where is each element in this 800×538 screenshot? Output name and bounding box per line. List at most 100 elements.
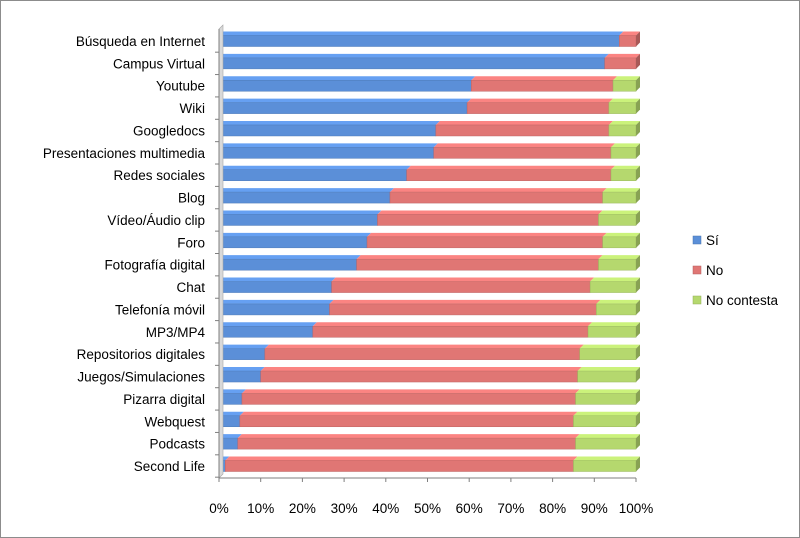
bar-segment-no-contesta bbox=[596, 303, 637, 316]
bar-segment-top bbox=[610, 165, 640, 170]
category-label: Wiki bbox=[180, 101, 206, 116]
axes-layer bbox=[215, 24, 637, 482]
bar-segment-sí bbox=[218, 281, 332, 293]
category-label: Second Life bbox=[134, 459, 205, 474]
bar-segment-top bbox=[573, 411, 640, 416]
bars-layer bbox=[218, 31, 640, 472]
bar-segment-sí bbox=[218, 303, 330, 316]
bar-segment-top bbox=[219, 120, 440, 125]
bar-row bbox=[218, 344, 640, 360]
x-tick-label: 40% bbox=[372, 501, 399, 516]
x-tick-label: 80% bbox=[539, 501, 566, 516]
bar-segment-no-contesta bbox=[610, 169, 637, 181]
bar-segment-no bbox=[466, 102, 610, 114]
bar-segment-no-contesta bbox=[577, 370, 637, 383]
bar-segment-side bbox=[636, 299, 640, 315]
category-label: Telefonía móvil bbox=[115, 302, 205, 317]
legend: Sí No No contesta bbox=[692, 233, 779, 308]
bar-segment-top bbox=[406, 165, 615, 170]
bar-segment-side bbox=[636, 411, 640, 427]
bar-row bbox=[218, 277, 640, 293]
bar-segment-top bbox=[219, 411, 244, 416]
category-label: Youtube bbox=[156, 79, 205, 94]
x-tick-label: 10% bbox=[247, 501, 274, 516]
bar-segment-no bbox=[619, 35, 637, 47]
bar-segment-no bbox=[241, 393, 576, 405]
category-label: Repositorios digitales bbox=[77, 347, 206, 362]
bar-segment-side bbox=[636, 98, 640, 114]
bar-row bbox=[218, 31, 640, 47]
bar-row bbox=[218, 434, 640, 450]
bar-segment-sí bbox=[218, 147, 435, 159]
legend-swatch bbox=[692, 265, 702, 275]
bar-row bbox=[218, 389, 640, 405]
bar-segment-top bbox=[219, 188, 394, 193]
bar-segment-no bbox=[329, 303, 597, 316]
bar-segment-no bbox=[356, 258, 599, 271]
bar-segment-side bbox=[636, 277, 640, 293]
bar-segment-no-contesta bbox=[587, 326, 637, 338]
bar-segment-no-contesta bbox=[602, 236, 637, 249]
bar-row bbox=[218, 411, 640, 428]
bar-segment-top bbox=[219, 299, 334, 304]
bar-segment-top bbox=[219, 98, 472, 103]
bar-row bbox=[218, 232, 640, 249]
bar-segment-top bbox=[575, 434, 640, 439]
bar-segment-top bbox=[598, 210, 640, 215]
bar-segment-top bbox=[225, 456, 578, 461]
bar-segment-top bbox=[219, 53, 609, 58]
bar-segment-no bbox=[264, 348, 580, 360]
bar-segment-no-contesta bbox=[579, 348, 637, 360]
bar-segment-no-contesta bbox=[573, 460, 637, 472]
bar-segment-sí bbox=[218, 79, 472, 92]
bar-segment-sí bbox=[218, 370, 261, 383]
category-label: Podcasts bbox=[149, 437, 205, 452]
bar-segment-no-contesta bbox=[608, 124, 637, 137]
bar-segment-no bbox=[389, 191, 603, 204]
bar-row bbox=[218, 165, 640, 181]
bar-segment-top bbox=[219, 31, 624, 36]
bar-segment-top bbox=[377, 210, 603, 215]
bar-segment-top bbox=[573, 456, 640, 461]
bar-segment-no bbox=[260, 370, 578, 383]
bar-segment-no bbox=[225, 460, 574, 472]
bar-row bbox=[218, 143, 640, 159]
category-label: Búsqueda en Internet bbox=[76, 34, 205, 49]
bar-segment-no-contesta bbox=[610, 147, 637, 159]
bar-segment-side bbox=[636, 232, 640, 248]
bar-segment-side bbox=[636, 456, 640, 472]
bar-segment-side bbox=[636, 120, 640, 136]
bar-segment-no-contesta bbox=[589, 281, 637, 293]
bar-segment-top bbox=[575, 389, 640, 394]
bar-segment-no bbox=[366, 236, 603, 249]
bar-row bbox=[218, 98, 640, 114]
x-tick-label: 90% bbox=[581, 501, 608, 516]
bar-row bbox=[218, 188, 640, 204]
category-label: Juegos/Simulaciones bbox=[77, 370, 205, 385]
bar-segment-top bbox=[467, 98, 613, 103]
bar-segment-side bbox=[636, 367, 640, 383]
bar-segment-sí bbox=[218, 236, 368, 249]
bar-segment-top bbox=[367, 232, 607, 237]
bar-segment-top bbox=[219, 434, 242, 439]
bar-segment-top bbox=[579, 344, 640, 349]
bar-segment-side bbox=[636, 322, 640, 338]
bar-segment-side bbox=[636, 53, 640, 69]
bar-segment-no bbox=[312, 326, 589, 338]
bar-segment-no-contesta bbox=[598, 214, 637, 226]
bar-row bbox=[218, 456, 640, 472]
category-label: Campus Virtual bbox=[113, 56, 205, 71]
bar-segment-top bbox=[619, 31, 640, 36]
category-label: Foro bbox=[177, 235, 205, 250]
category-label: Vídeo/Áudio clip bbox=[107, 213, 205, 228]
category-label: Chat bbox=[176, 280, 205, 295]
bar-segment-no bbox=[239, 415, 574, 428]
bar-segment-sí bbox=[218, 102, 468, 114]
bar-segment-sí bbox=[218, 348, 266, 360]
bar-segment-side bbox=[636, 31, 640, 47]
x-tick-labels: 0% 10% 20% 30% 40% 50% 60% 70% 80% 90% 100% bbox=[209, 501, 653, 516]
bar-segment-sí bbox=[218, 57, 605, 70]
bar-segment-sí bbox=[218, 214, 378, 226]
